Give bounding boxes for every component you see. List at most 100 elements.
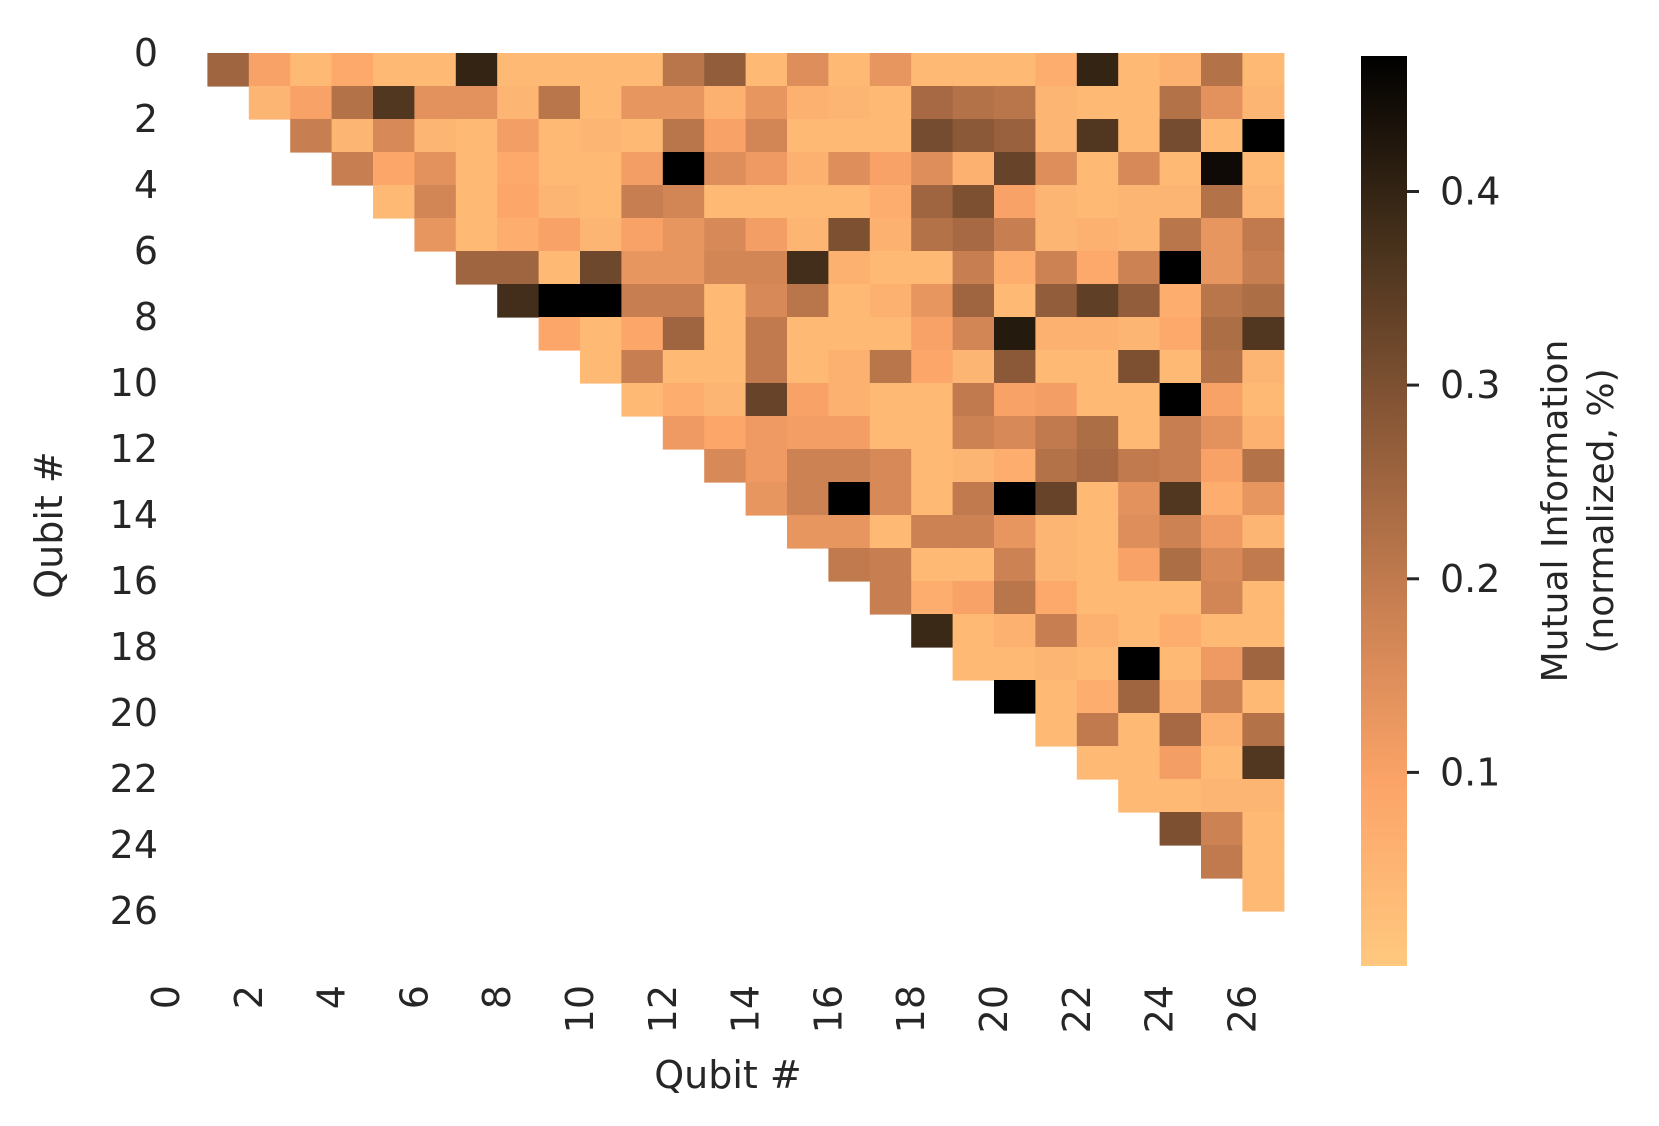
- heatmap-cell-8-17: [869, 317, 912, 351]
- heatmap-cell-8-16: [828, 317, 871, 351]
- heatmap-cell-12-16: [828, 449, 871, 483]
- heatmap-cell-1-3: [290, 86, 333, 120]
- heatmap-cell-15-24: [1159, 548, 1202, 582]
- heatmap-cell-20-26: [1242, 713, 1285, 747]
- y-axis-title: Qubit #: [27, 451, 71, 599]
- heatmap-cell-11-21: [1035, 416, 1078, 450]
- heatmap-cell-9-22: [1076, 350, 1119, 384]
- x-tick-label: 2: [227, 985, 271, 1009]
- y-tick-label: 10: [110, 361, 158, 405]
- heatmap-cell-15-22: [1076, 548, 1119, 582]
- heatmap-cell-7-24: [1159, 284, 1202, 318]
- heatmap-cell-3-11: [621, 152, 664, 186]
- heatmap-cell-12-24: [1159, 449, 1202, 483]
- heatmap-cell-14-26: [1242, 515, 1285, 549]
- heatmap-cell-7-19: [952, 284, 995, 318]
- heatmap-cell-9-20: [994, 350, 1036, 384]
- heatmap-cell-8-25: [1201, 317, 1243, 351]
- x-tick-label: 10: [558, 985, 602, 1033]
- heatmap-cell-2-19: [952, 119, 995, 153]
- heatmap-cell-21-23: [1118, 746, 1161, 780]
- heatmap-cell-2-25: [1201, 119, 1243, 153]
- heatmap-cell-2-9: [538, 119, 581, 153]
- heatmap-cell-2-11: [621, 119, 664, 153]
- heatmap-cell-8-24: [1159, 317, 1202, 351]
- heatmap-cell-14-25: [1201, 515, 1243, 549]
- heatmap-cell-9-15: [787, 350, 829, 384]
- heatmap-cell-12-19: [952, 449, 995, 483]
- x-tick-label: 16: [806, 985, 850, 1033]
- heatmap-cell-1-26: [1242, 86, 1285, 120]
- heatmap-cell-10-15: [787, 383, 829, 417]
- heatmap-cell-21-24: [1159, 746, 1202, 780]
- heatmap-cell-19-21: [1035, 680, 1078, 714]
- heatmap-cell-14-24: [1159, 515, 1202, 549]
- heatmap-cell-16-21: [1035, 581, 1078, 615]
- y-tick-label: 4: [134, 163, 158, 207]
- heatmap-cell-0-19: [952, 53, 995, 87]
- heatmap-cell-2-16: [828, 119, 871, 153]
- colorbar-title-line-2: (normalized, %): [1581, 368, 1622, 653]
- heatmap-cell-6-7: [455, 251, 498, 285]
- colorbar-gradient: [1361, 56, 1407, 966]
- heatmap-cell-18-24: [1159, 647, 1202, 681]
- heatmap-cell-13-20: [994, 482, 1036, 516]
- heatmap-cell-7-17: [869, 284, 912, 318]
- heatmap-cell-15-19: [952, 548, 995, 582]
- heatmap-cell-0-14: [745, 53, 788, 87]
- heatmap-cell-10-18: [911, 383, 954, 417]
- heatmap-cell-9-26: [1242, 350, 1285, 384]
- heatmap-cell-0-13: [704, 53, 747, 87]
- heatmap-cell-10-11: [621, 383, 664, 417]
- heatmap-cell-5-18: [911, 218, 954, 252]
- y-tick-label: 24: [110, 823, 158, 867]
- heatmap-cell-24-25: [1201, 845, 1243, 879]
- heatmap-cell-7-21: [1035, 284, 1078, 318]
- heatmap-cell-2-8: [497, 119, 540, 153]
- heatmap-cell-3-22: [1076, 152, 1119, 186]
- heatmap-cell-22-25: [1201, 779, 1243, 813]
- heatmap-cell-17-18: [911, 614, 954, 648]
- heatmap-cell-0-8: [497, 53, 540, 87]
- heatmap-cell-16-19: [952, 581, 995, 615]
- heatmap-cell-8-10: [580, 317, 622, 351]
- heatmap-cell-14-23: [1118, 515, 1161, 549]
- heatmap-cells: [207, 53, 1285, 912]
- heatmap-cell-18-19: [952, 647, 995, 681]
- heatmap-cell-1-2: [248, 86, 291, 120]
- heatmap-cell-10-25: [1201, 383, 1243, 417]
- heatmap-cell-21-25: [1201, 746, 1243, 780]
- heatmap-cell-0-15: [787, 53, 829, 87]
- heatmap-cell-1-18: [911, 86, 954, 120]
- heatmap-cell-10-23: [1118, 383, 1161, 417]
- heatmap-cell-8-14: [745, 317, 788, 351]
- heatmap-cell-12-14: [745, 449, 788, 483]
- heatmap-cell-13-24: [1159, 482, 1202, 516]
- heatmap-cell-3-23: [1118, 152, 1161, 186]
- heatmap-cell-1-8: [497, 86, 540, 120]
- heatmap-cell-20-22: [1076, 713, 1119, 747]
- heatmap-cell-2-13: [704, 119, 747, 153]
- heatmap-cell-18-26: [1242, 647, 1285, 681]
- heatmap-cell-0-3: [290, 53, 333, 87]
- heatmap-cell-4-5: [373, 185, 415, 219]
- heatmap-cell-5-12: [662, 218, 705, 252]
- heatmap-cell-4-9: [538, 185, 581, 219]
- x-tick-label: 0: [144, 985, 188, 1009]
- heatmap-cell-1-25: [1201, 86, 1243, 120]
- heatmap-cell-9-10: [580, 350, 622, 384]
- heatmap-cell-25-26: [1242, 878, 1285, 912]
- heatmap-cell-3-21: [1035, 152, 1078, 186]
- heatmap-cell-0-17: [869, 53, 912, 87]
- heatmap-cell-8-15: [787, 317, 829, 351]
- heatmap-cell-6-10: [580, 251, 622, 285]
- heatmap-cell-16-20: [994, 581, 1036, 615]
- heatmap-cell-7-20: [994, 284, 1036, 318]
- heatmap-cell-10-13: [704, 383, 747, 417]
- heatmap-cell-4-22: [1076, 185, 1119, 219]
- x-tick-label: 26: [1220, 985, 1264, 1033]
- heatmap-cell-15-25: [1201, 548, 1243, 582]
- heatmap-cell-6-16: [828, 251, 871, 285]
- y-tick-label: 16: [110, 559, 158, 603]
- heatmap-cell-0-2: [248, 53, 291, 87]
